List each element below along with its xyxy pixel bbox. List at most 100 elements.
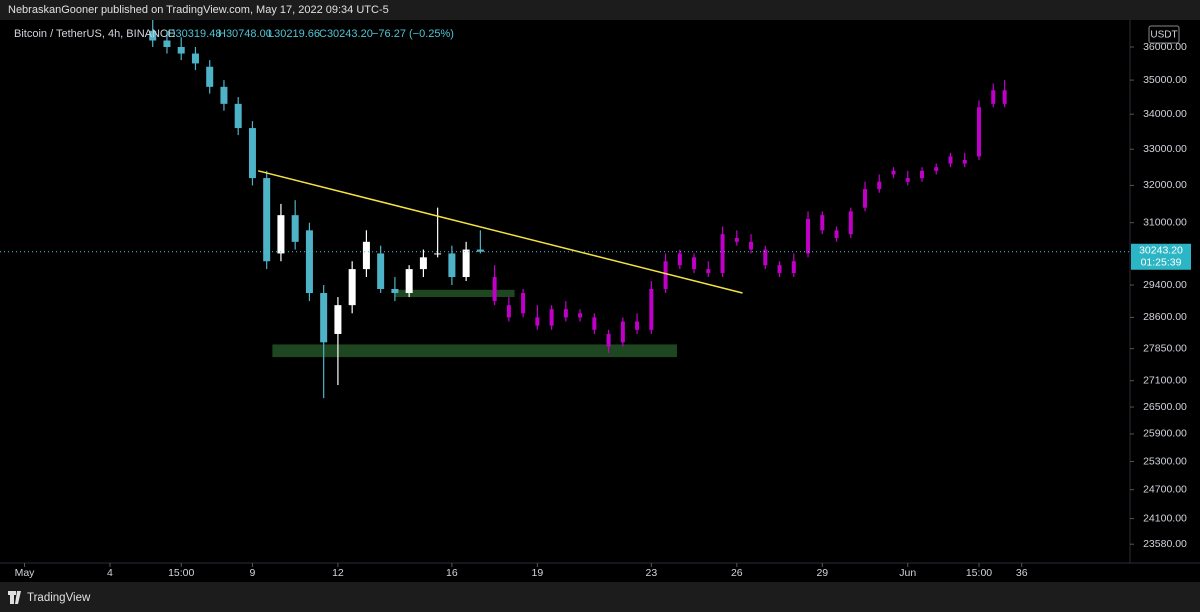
candle-body <box>763 249 768 266</box>
candle-body <box>563 309 568 318</box>
candle-body <box>419 257 427 270</box>
x-tick-label: 15:00 <box>966 567 992 579</box>
candle-body <box>720 234 725 274</box>
candle-body <box>820 215 825 231</box>
candle-body <box>149 30 157 41</box>
candle-body <box>334 305 342 334</box>
x-tick-label: 4 <box>107 567 113 579</box>
x-tick-label: 29 <box>816 567 828 579</box>
candle-body <box>206 66 214 87</box>
candle-body <box>877 181 882 190</box>
header: NebraskanGooner published on TradingView… <box>8 4 389 16</box>
axes: 36000.00 35000.00 34000.00 33000.00 32000.00… <box>15 41 1191 579</box>
candle-body <box>948 156 953 164</box>
candle-body <box>177 46 185 54</box>
candle-body <box>448 253 456 278</box>
y-tick-label: 27850.00 <box>1143 342 1187 354</box>
candle-body <box>905 178 910 182</box>
x-tick-label: 15:00 <box>168 567 194 579</box>
candle-body <box>434 253 442 255</box>
candle-body <box>521 293 526 314</box>
candle-body <box>677 253 682 266</box>
ohlc-change: −76.27 (−0.25%) <box>372 28 454 40</box>
x-tick-label: 12 <box>332 567 344 579</box>
symbol: Bitcoin / TetherUS, 4h, BINANCE <box>14 28 175 40</box>
x-tick-label: 36 <box>1016 567 1028 579</box>
ohlc-open: O30319.48 <box>167 28 221 40</box>
candle-body <box>834 230 839 238</box>
x-tick-label: May <box>15 567 36 579</box>
y-tick-label: 25300.00 <box>1143 455 1187 467</box>
candle-body <box>263 178 271 262</box>
y-tick-label: 36000.00 <box>1143 41 1187 53</box>
y-tick-label: 28600.00 <box>1143 311 1187 323</box>
y-tick-label: 29400.00 <box>1143 279 1187 291</box>
y-tick-label: 33000.00 <box>1143 143 1187 155</box>
candle-body <box>749 241 754 250</box>
candle-body <box>163 40 171 47</box>
candle-body <box>348 269 356 306</box>
countdown: 01:25:39 <box>1141 257 1182 269</box>
zone <box>272 344 677 358</box>
candle-body <box>806 218 811 254</box>
x-tick-label: 16 <box>446 567 458 579</box>
candle-body <box>777 265 782 274</box>
y-tick-label: 24700.00 <box>1143 483 1187 495</box>
candle-body <box>791 261 796 274</box>
trendline <box>257 170 743 294</box>
footer: TradingView <box>27 592 91 604</box>
candle-body <box>391 288 399 294</box>
logo <box>8 591 21 604</box>
footer-bar <box>0 582 1200 612</box>
candle-body <box>1002 90 1007 104</box>
candle-body <box>578 313 583 318</box>
x-tick-label: 19 <box>532 567 544 579</box>
candle-body <box>991 90 996 104</box>
candle-body <box>362 241 370 270</box>
y-tick-label: 35000.00 <box>1143 74 1187 86</box>
y-tick-label: 25900.00 <box>1143 428 1187 440</box>
candle-body <box>305 230 313 294</box>
candle-body <box>962 159 967 164</box>
y-tick-label: 34000.00 <box>1143 108 1187 120</box>
zone <box>394 289 515 298</box>
candle-body <box>734 237 739 242</box>
x-tick-label: 26 <box>731 567 743 579</box>
x-tick-label: 9 <box>250 567 256 579</box>
y-tick-label: 26500.00 <box>1143 401 1187 413</box>
candle-body <box>476 249 484 252</box>
candle-body <box>920 170 925 179</box>
candle-body <box>848 211 853 235</box>
y-tick-label: 24100.00 <box>1143 512 1187 524</box>
candle-body <box>976 107 981 157</box>
currency: USDT <box>1150 30 1177 41</box>
plot-area <box>0 17 1130 399</box>
candle-body <box>320 293 328 343</box>
x-tick-label: 23 <box>645 567 657 579</box>
candle-body <box>934 167 939 171</box>
candle-body <box>620 321 625 343</box>
candle-body <box>592 317 597 330</box>
ohlc-close: C30243.20 <box>319 28 373 40</box>
candle-body <box>248 128 256 179</box>
ohlc-high: H30748.00 <box>218 28 272 40</box>
candle-body <box>462 249 470 278</box>
legend: Bitcoin / TetherUS, 4h, BINANCE O30319.4… <box>14 28 454 40</box>
candle-body <box>891 170 896 175</box>
candle-body <box>506 305 511 318</box>
candle-body <box>635 321 640 330</box>
y-tick-label: 23580.00 <box>1143 538 1187 550</box>
last-price-box <box>1131 243 1191 270</box>
candle-body <box>405 269 413 294</box>
candle-body <box>220 86 228 104</box>
candle-body <box>191 53 199 64</box>
candle-body <box>663 261 668 289</box>
last-price: 30243.20 <box>1139 245 1183 257</box>
candle-body <box>706 269 711 274</box>
candle-body <box>377 253 385 289</box>
candle-body <box>549 309 554 326</box>
currency-box[interactable] <box>1148 25 1180 44</box>
candle-body <box>692 257 697 270</box>
